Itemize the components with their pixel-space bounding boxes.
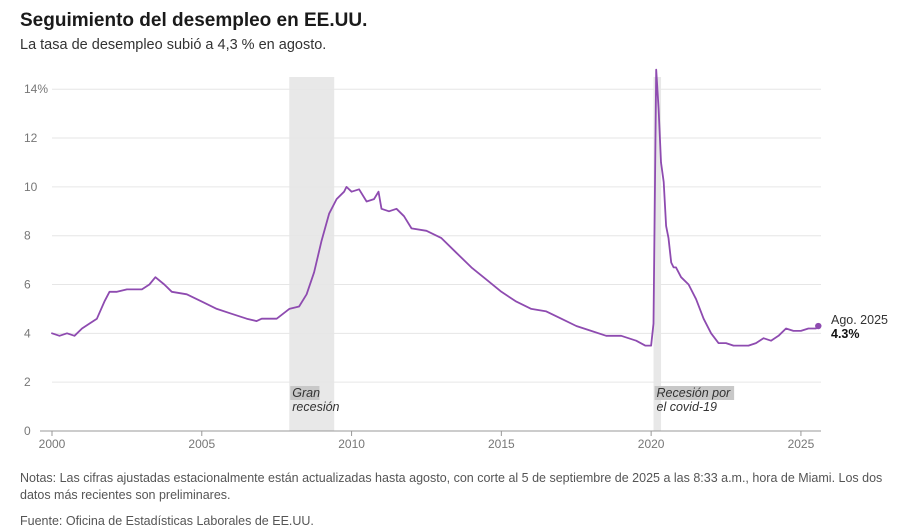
y-tick-label: 14% [24, 82, 48, 96]
x-tick-label: 2000 [39, 437, 66, 451]
recession-label-0: Gran [292, 386, 320, 400]
recession-label-1: Recesión por [657, 386, 731, 400]
end-point [815, 322, 822, 330]
recession-label-1: el covid-19 [657, 400, 717, 414]
chart-source: Fuente: Oficina de Estadísticas Laborale… [20, 514, 314, 528]
x-tick-label: 2005 [188, 437, 215, 451]
end-date-label: Ago. 2025 [831, 313, 888, 327]
y-tick-label: 6 [24, 278, 31, 292]
y-tick-label: 0 [24, 424, 31, 438]
chart-notes: Notas: Las cifras ajustadas estacionalme… [20, 471, 883, 502]
recession-band-0 [289, 77, 335, 431]
x-tick-label: 2020 [638, 437, 665, 451]
x-tick-label: 2010 [338, 437, 365, 451]
recession-label-bg [290, 386, 320, 400]
unemployment-chart: 0 2 4 6 8 10 12 14% 2000 2005 2010 2015 2020 2025 Gran… [24, 68, 888, 451]
recession-label-0: recesión [292, 400, 339, 414]
y-tick-label: 10 [24, 180, 38, 194]
chart-subtitle: La tasa de desempleo subió a 4,3 % en ag… [20, 37, 327, 53]
y-tick-label: 2 [24, 375, 31, 389]
y-tick-label: 12 [24, 131, 38, 145]
chart-title: Seguimiento del desempleo en EE.UU. [20, 10, 368, 31]
x-tick-label: 2025 [788, 437, 815, 451]
recession-label-bg [654, 386, 735, 400]
end-value-label: 4.3% [831, 327, 860, 341]
x-tick-label: 2015 [488, 437, 515, 451]
y-tick-label: 8 [24, 229, 31, 243]
series-line [51, 68, 820, 347]
y-tick-label: 4 [24, 326, 31, 340]
recession-band-1 [653, 77, 662, 431]
